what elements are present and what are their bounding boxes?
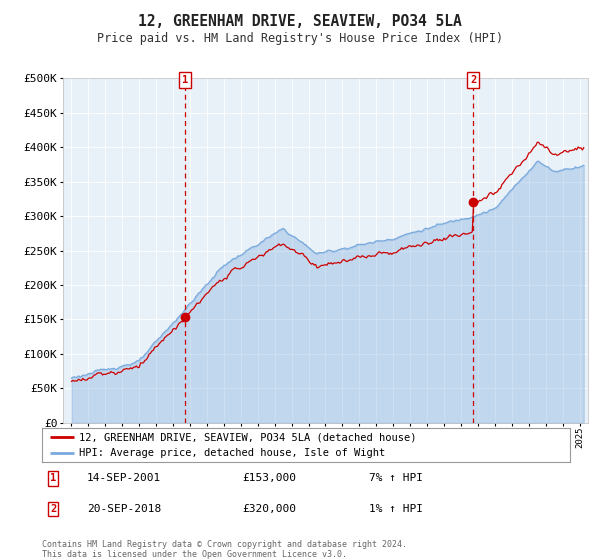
Text: £320,000: £320,000 [242, 504, 296, 514]
Text: 2: 2 [50, 504, 56, 514]
Text: HPI: Average price, detached house, Isle of Wight: HPI: Average price, detached house, Isle… [79, 448, 385, 458]
Text: 12, GREENHAM DRIVE, SEAVIEW, PO34 5LA (detached house): 12, GREENHAM DRIVE, SEAVIEW, PO34 5LA (d… [79, 432, 416, 442]
Text: 14-SEP-2001: 14-SEP-2001 [87, 473, 161, 483]
Text: 2: 2 [470, 75, 476, 85]
Text: Contains HM Land Registry data © Crown copyright and database right 2024.: Contains HM Land Registry data © Crown c… [42, 540, 407, 549]
Text: 7% ↑ HPI: 7% ↑ HPI [370, 473, 424, 483]
Text: This data is licensed under the Open Government Licence v3.0.: This data is licensed under the Open Gov… [42, 550, 347, 559]
Text: Price paid vs. HM Land Registry's House Price Index (HPI): Price paid vs. HM Land Registry's House … [97, 31, 503, 45]
Text: 20-SEP-2018: 20-SEP-2018 [87, 504, 161, 514]
Text: 1% ↑ HPI: 1% ↑ HPI [370, 504, 424, 514]
Text: 1: 1 [182, 75, 188, 85]
Text: 1: 1 [50, 473, 56, 483]
Text: 12, GREENHAM DRIVE, SEAVIEW, PO34 5LA: 12, GREENHAM DRIVE, SEAVIEW, PO34 5LA [138, 14, 462, 29]
Text: £153,000: £153,000 [242, 473, 296, 483]
